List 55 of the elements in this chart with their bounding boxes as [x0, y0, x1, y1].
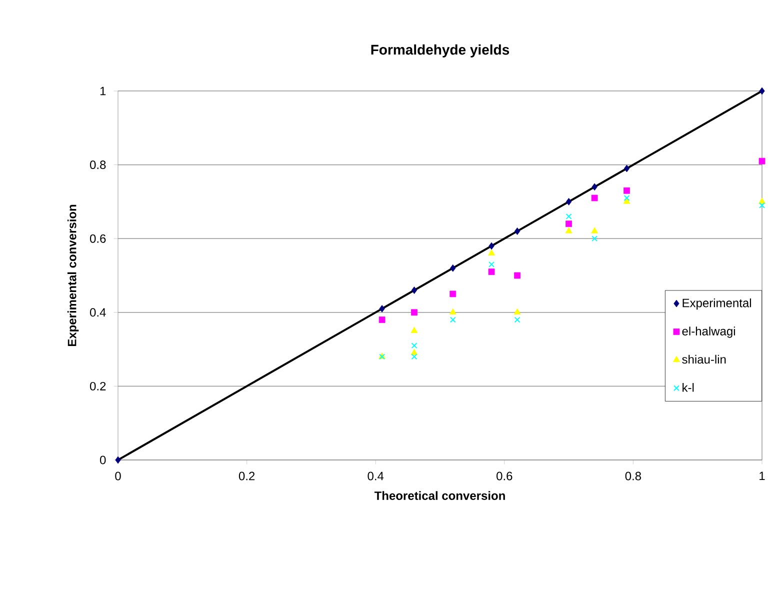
- legend-label: el-halwagi: [682, 326, 735, 338]
- point: [759, 87, 765, 95]
- point: [623, 198, 630, 204]
- x-tick-label: 0.2: [238, 472, 255, 480]
- y-tick-label: 0.8: [90, 160, 106, 170]
- point: [591, 194, 598, 202]
- point: [592, 183, 598, 191]
- point: [410, 326, 418, 333]
- point: [758, 198, 766, 204]
- y-tick-label: 1: [100, 86, 106, 96]
- y-axis-title: Experimental conversion: [67, 204, 79, 346]
- point: [411, 309, 418, 316]
- legend-label: Experimental: [682, 298, 751, 310]
- y-tick-label: 0: [100, 456, 106, 464]
- point: [488, 261, 494, 268]
- point: [411, 354, 418, 360]
- point: [411, 286, 418, 294]
- point: [449, 308, 456, 314]
- point: [488, 268, 495, 275]
- legend-label: shiau-lin: [682, 354, 726, 364]
- point: [450, 316, 456, 323]
- x-tick-label: 1: [760, 472, 765, 480]
- point: [566, 220, 572, 228]
- point: [450, 290, 456, 298]
- point: [624, 187, 630, 194]
- point: [514, 308, 521, 314]
- y-tick-label: 0.4: [90, 308, 106, 317]
- x-tick-label: 0.6: [496, 472, 512, 480]
- point: [566, 213, 572, 220]
- y-tick-label: 0.6: [90, 234, 106, 243]
- x-tick-label: 0: [115, 472, 121, 480]
- point: [591, 227, 598, 234]
- point: [759, 202, 765, 208]
- point: [592, 236, 598, 242]
- point: [514, 272, 520, 279]
- point: [411, 342, 418, 349]
- point: [378, 316, 386, 323]
- point: [565, 227, 572, 234]
- point: [450, 264, 456, 272]
- x-tick-label: 0.8: [625, 472, 642, 480]
- point: [566, 198, 572, 206]
- point: [488, 249, 496, 256]
- point: [514, 228, 520, 235]
- legend-label: k-l: [682, 383, 694, 392]
- point: [758, 158, 766, 164]
- point: [624, 164, 630, 172]
- point: [379, 304, 385, 312]
- point: [115, 456, 121, 464]
- point: [624, 195, 630, 201]
- point: [514, 316, 520, 323]
- x-axis-title: Theoretical conversion: [374, 491, 505, 500]
- point: [488, 242, 494, 250]
- chart-title: Formaldehyde yields: [371, 44, 510, 58]
- x-tick-label: 0.4: [368, 472, 384, 480]
- y-tick-label: 0.2: [90, 382, 106, 390]
